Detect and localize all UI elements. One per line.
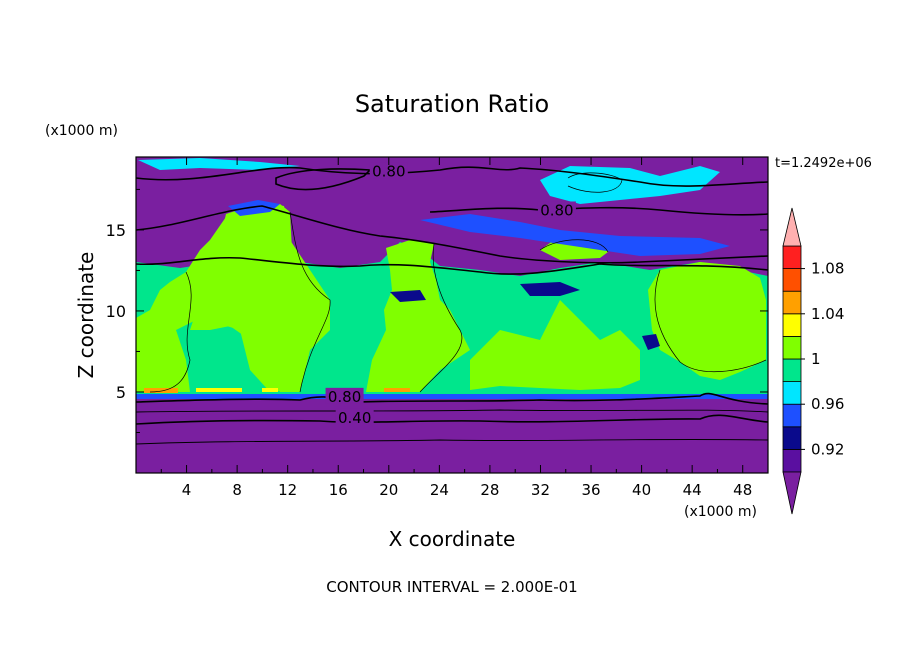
dark-pocket-center [390,290,426,302]
colorbar: 0.92 0.96 1 1.04 1.08 [782,207,844,515]
colorbar-swatch [782,426,802,450]
contour-040 [136,414,768,425]
supersaturated-right-blob [648,262,766,380]
time-label: t=1.2492e+06 [775,156,872,171]
contour-label-bg [325,387,364,404]
colorbar-label: 0.92 [811,440,844,458]
colorbar-swatch [782,358,802,383]
y-axis-label: Z coordinate [74,252,98,379]
contour-080-upper [275,168,372,191]
plot-area: 0.80 0.80 0.80 0.40 [136,157,768,473]
left-blue-streak [228,200,280,216]
contour-low [136,438,768,445]
plot-frame [135,156,769,474]
chart-title: Saturation Ratio [355,90,549,118]
x-tick-label: 32 [531,481,550,499]
yellow-spot-center [384,388,410,392]
y-tick-label: 15 [106,221,126,240]
contour-080-lower [136,392,768,405]
contour-detail-lines [149,172,767,393]
x-axis: 4 8 12 16 20 24 28 32 36 40 44 48 [160,157,752,499]
supersaturated-mid-scatter [470,300,640,390]
y-tick-label: 5 [116,383,126,402]
colorbar-under-triangle [782,471,802,515]
colorbar-label: 1.04 [811,305,844,323]
contour-label-bg [369,162,408,179]
x-tick-label: 28 [480,481,499,499]
contour-label: 0.80 [372,163,405,181]
y-units-label: (x1000 m) [45,123,118,139]
colorbar-swatch [782,448,802,473]
colorbar-swatch [782,381,802,405]
x-axis-label: X coordinate [389,527,516,551]
x-tick-label: 12 [278,481,297,499]
colorbar-swatch [782,403,802,428]
colorbar-over-triangle [782,207,802,247]
x-tick-label: 16 [329,481,348,499]
x-tick-label: 36 [581,481,600,499]
x-units-label: (x1000 m) [684,504,757,520]
x-tick-label: 44 [683,481,702,499]
colorbar-swatch [782,335,802,360]
upper-cyan-streak [540,166,720,204]
supersaturated-center-tower [366,240,470,392]
y-tick-label: 10 [106,302,126,321]
x-tick-label: 40 [632,481,651,499]
upper-blue-streak [420,214,730,256]
x-tick-label: 20 [379,481,398,499]
supersaturated-left-tower [190,204,330,392]
y-axis: 5 10 15 [106,188,768,433]
dark-pocket-far-right [642,334,660,350]
colorbar-swatch [782,268,802,292]
contour-labels: 0.80 0.80 0.80 0.40 [325,162,576,427]
contour-lines [136,166,768,445]
colorbar-swatch [782,245,802,270]
contour-label-bg [537,201,576,218]
contour-label: 0.40 [338,409,371,427]
x-tick-label: 24 [430,481,449,499]
contour-moist-top [136,256,768,275]
x-tick-label: 8 [232,481,242,499]
colorbar-swatch [782,290,802,315]
x-tick-label: 4 [182,481,192,499]
moist-layer-base-edge [136,394,768,399]
warm-spot-left [144,388,178,393]
colorbar-swatch [782,313,802,337]
yellow-spot-left [196,388,242,392]
contour-interval-footer: CONTOUR INTERVAL = 2.000E-01 [326,578,577,596]
yellow-spot-right [262,388,278,392]
contour-upper-band [136,205,768,264]
contour-label-bg [335,408,374,425]
contour-label: 0.80 [540,201,573,219]
colorbar-label: 1 [811,350,821,368]
left-cyan-streak [138,158,300,170]
dark-pocket-right [520,282,580,296]
contour-080-top [136,166,768,187]
colorbar-label: 0.96 [811,395,844,413]
contour-label: 0.80 [328,388,361,406]
contour-lower-b [136,409,768,413]
contour-080-mid [429,206,768,216]
x-tick-label: 48 [733,481,752,499]
colorbar-label: 1.08 [811,260,844,278]
